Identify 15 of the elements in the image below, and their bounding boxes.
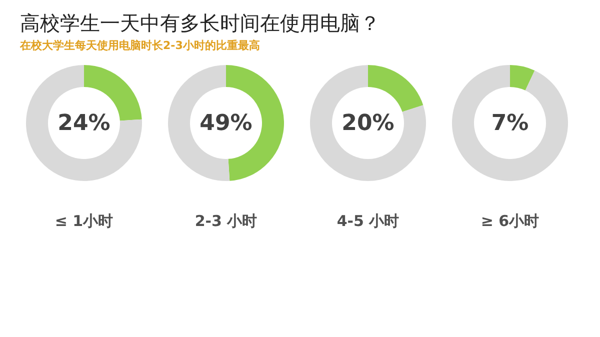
donut-slice <box>368 65 424 112</box>
donut-slice <box>452 65 568 181</box>
text: 4-5 小时 <box>336 212 400 230</box>
text: 20% <box>342 111 394 136</box>
donut-slice <box>310 65 426 181</box>
text: 7% <box>491 111 529 136</box>
text: ≥ 6小时 <box>480 212 540 230</box>
chart-subtitle: 在校大学生每天使用电脑时长2-3小时的比重最高 <box>19 39 260 52</box>
text: 49% <box>200 111 252 136</box>
donut-slice <box>510 65 535 90</box>
text: 24% <box>58 111 110 136</box>
donut-slice <box>26 65 142 181</box>
text: 高校学生一天中有多长时间在使用电脑？ <box>20 11 380 35</box>
text: ≤ 1小时 <box>54 212 114 230</box>
text: 2-3 小时 <box>194 212 258 230</box>
